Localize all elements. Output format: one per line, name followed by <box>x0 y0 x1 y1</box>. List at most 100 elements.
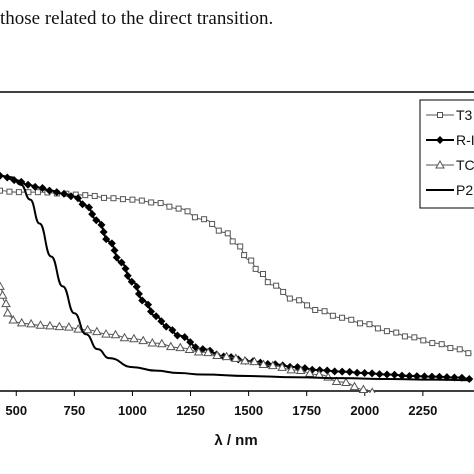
x-tick-label: 500 <box>5 403 27 418</box>
legend-item: P2 <box>426 182 473 198</box>
series-point <box>304 368 315 377</box>
series-point <box>353 368 362 377</box>
series-point <box>357 320 364 327</box>
series-point <box>437 112 443 118</box>
x-tick-label: 2250 <box>408 403 437 418</box>
series-point <box>304 302 311 309</box>
series-point <box>393 329 400 336</box>
series-point <box>92 326 102 336</box>
series-point <box>175 342 186 352</box>
series-point <box>16 317 27 327</box>
series-point <box>38 184 47 193</box>
series-point <box>184 208 191 215</box>
legend-label: TC <box>456 157 474 173</box>
series-point <box>0 281 5 290</box>
legend-label: P2 <box>456 182 473 198</box>
series-point <box>73 324 84 333</box>
series-point <box>0 187 3 194</box>
series-point <box>348 316 355 323</box>
series-point <box>412 372 421 381</box>
series-point <box>157 200 164 207</box>
series-point <box>358 384 369 393</box>
series-point <box>429 340 436 347</box>
series-point <box>138 296 147 305</box>
series-point <box>447 345 454 352</box>
series-point <box>341 377 351 386</box>
series-point <box>24 180 33 189</box>
series-point <box>237 243 244 250</box>
series-point <box>296 297 303 304</box>
series-point <box>465 374 474 383</box>
series-point <box>366 321 373 328</box>
series-point <box>248 257 255 264</box>
series-point <box>273 282 280 289</box>
series-point <box>8 314 19 324</box>
series-point <box>259 271 266 278</box>
series-point <box>383 370 392 379</box>
x-axis-title: λ / nm <box>214 432 257 449</box>
series-point <box>129 196 136 203</box>
series-point <box>66 192 75 201</box>
series-point <box>146 307 155 316</box>
series-point <box>117 258 126 267</box>
series-point <box>438 341 445 348</box>
series-point <box>97 220 106 229</box>
series-point <box>88 210 97 219</box>
series-point <box>54 321 65 331</box>
series-point <box>323 366 332 375</box>
series-point <box>173 331 182 340</box>
series-point <box>119 196 126 203</box>
series-point <box>286 295 293 302</box>
series-point <box>411 334 418 341</box>
series-point <box>321 308 328 315</box>
series-point <box>101 329 111 338</box>
legend-label: R-I <box>456 132 474 148</box>
series-point <box>110 246 119 255</box>
series-point <box>420 337 427 344</box>
series-point <box>168 326 177 335</box>
series-line <box>0 174 472 382</box>
series-point <box>249 356 260 366</box>
series-point <box>112 253 121 262</box>
x-tick-label: 1500 <box>234 403 263 418</box>
series-point <box>230 353 241 362</box>
series-point <box>26 318 36 328</box>
series-point <box>156 338 167 348</box>
series-point <box>59 189 68 198</box>
series-point <box>45 186 54 195</box>
series-point <box>138 335 149 345</box>
series-point <box>147 338 158 347</box>
series-point <box>99 228 108 237</box>
series-point <box>258 359 269 368</box>
series-point <box>280 288 287 295</box>
series-point <box>157 317 166 326</box>
series-point <box>73 194 82 203</box>
series-point <box>203 347 213 357</box>
series-p2 <box>0 174 472 382</box>
series-point <box>45 320 55 330</box>
series-point <box>138 197 145 204</box>
figure-caption: those related to the direct transition. <box>0 8 274 29</box>
series-point <box>92 216 101 225</box>
series-point <box>277 362 287 371</box>
series-point <box>134 289 143 298</box>
series-point <box>180 333 189 342</box>
series-point <box>132 282 141 291</box>
series-point <box>148 199 155 206</box>
series-point <box>110 329 121 339</box>
series-point <box>52 188 61 197</box>
series-point <box>193 346 204 356</box>
series-point <box>119 332 130 342</box>
series-point <box>165 341 176 351</box>
series-point <box>15 189 22 196</box>
series-point <box>312 306 319 313</box>
series-point <box>82 192 89 199</box>
series-point <box>241 252 248 259</box>
series-point <box>465 350 472 357</box>
series-point <box>212 350 222 360</box>
series-point <box>383 328 390 335</box>
x-axis: 500 750 1000 1250 1500 1750 2000 2250 <box>5 391 437 418</box>
series-point <box>129 333 139 343</box>
series-point <box>401 333 408 340</box>
